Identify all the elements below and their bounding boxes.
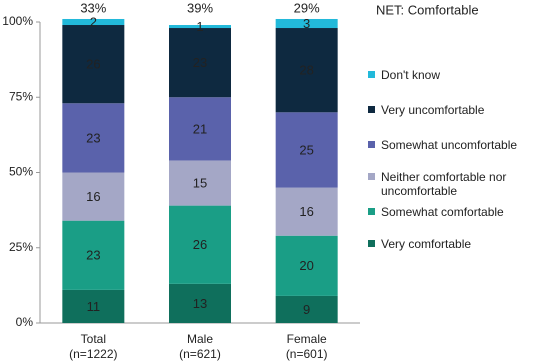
bar-segment [275, 112, 338, 188]
bar-segment [62, 172, 125, 221]
data-label: 11 [87, 299, 101, 314]
x-tick-note: (n=1222) [69, 347, 117, 361]
y-tick-label: 75% [9, 89, 33, 103]
net-label: 39% [187, 0, 213, 15]
data-label: 26 [193, 237, 207, 252]
y-tick-label: 100% [2, 14, 33, 28]
legend-item: Somewhat comfortable [368, 205, 546, 219]
bar-segment [275, 235, 338, 296]
y-tick-label: 0% [16, 315, 34, 329]
bar-segment [169, 28, 231, 98]
bar-segment [62, 25, 125, 104]
x-tick-note: (n=601) [286, 347, 328, 361]
data-label: 13 [193, 296, 207, 311]
bar-segment [275, 295, 338, 323]
bar-segment [169, 205, 231, 284]
legend-swatch [368, 240, 375, 247]
bar-segment [62, 18, 125, 26]
data-label: 16 [299, 204, 313, 219]
net-title: NET: Comfortable [376, 2, 479, 17]
bar-segment [62, 220, 125, 290]
legend-swatch [368, 71, 375, 78]
bar-segment [62, 103, 125, 173]
legend-item: Somewhat uncomfortable [368, 138, 546, 152]
bar-segment [275, 187, 338, 236]
data-label: 15 [193, 175, 207, 190]
y-tick-label: 25% [9, 240, 33, 254]
bar-segment [275, 18, 338, 29]
data-label: 25 [299, 142, 313, 157]
net-label: 29% [294, 0, 320, 15]
legend-item: Don't know [368, 68, 546, 82]
legend-swatch [368, 141, 375, 148]
data-label: 28 [299, 63, 313, 78]
legend-item: Very uncomfortable [368, 103, 546, 117]
data-label: 21 [193, 121, 207, 136]
y-tick-label: 50% [9, 165, 33, 179]
data-label: 3 [303, 16, 310, 31]
data-label: 20 [299, 258, 313, 273]
data-label: 23 [193, 55, 207, 70]
legend-swatch [368, 106, 375, 113]
x-tick-label: Male [187, 332, 213, 346]
x-tick-label: Total [81, 332, 106, 346]
bar-segment [275, 28, 338, 113]
legend-label: Somewhat uncomfortable [381, 138, 518, 152]
bar-segment [169, 160, 231, 206]
data-label: 2 [90, 14, 97, 29]
legend-label: Don't know [381, 68, 440, 82]
data-label: 26 [86, 57, 100, 72]
x-tick-note: (n=621) [179, 347, 221, 361]
x-tick-label: Female [287, 332, 327, 346]
data-label: 23 [86, 248, 100, 263]
legend-label: Somewhat comfortable [381, 205, 504, 219]
legend-label: Neither comfortable nor uncomfortable [381, 170, 507, 198]
legend-label: Very uncomfortable [381, 103, 485, 117]
bar-segment [169, 283, 231, 323]
bar-segment [62, 289, 125, 323]
bar-segment [169, 25, 231, 29]
data-label: 9 [303, 302, 310, 317]
legend-swatch [368, 208, 375, 215]
legend-item: Neither comfortable nor uncomfortable [368, 170, 546, 198]
net-label: 33% [80, 0, 106, 15]
legend-label: Very comfortable [381, 237, 472, 251]
data-label: 1 [196, 19, 203, 34]
bar-segment [169, 97, 231, 161]
data-label: 23 [86, 130, 100, 145]
legend-swatch [368, 173, 375, 180]
data-label: 16 [86, 189, 100, 204]
legend-item: Very comfortable [368, 237, 546, 251]
